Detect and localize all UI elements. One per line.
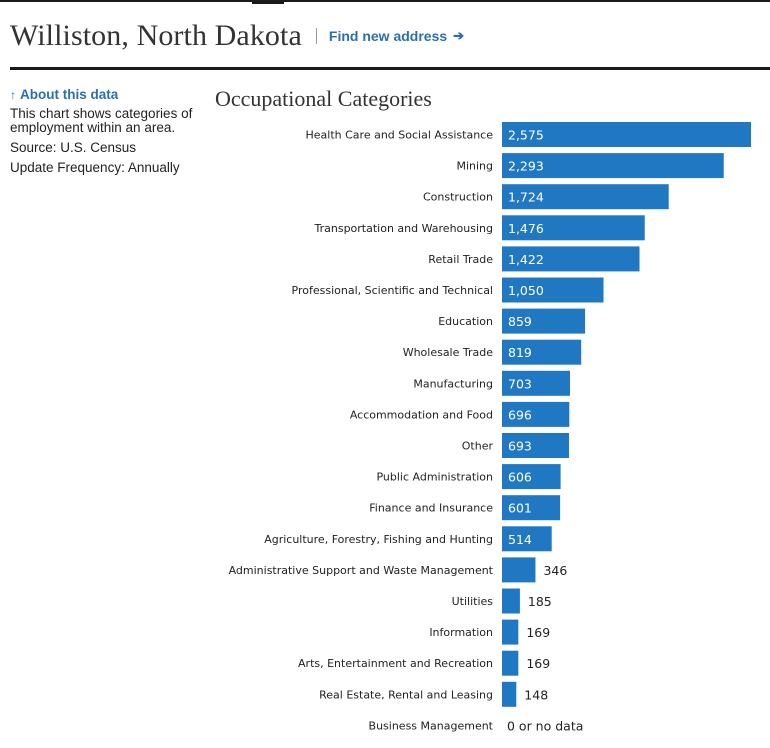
value-label: 346 — [543, 563, 567, 578]
value-label: 859 — [508, 314, 532, 329]
category-label: Utilities — [452, 595, 494, 608]
category-label: Other — [462, 440, 494, 453]
bar[interactable] — [502, 433, 570, 458]
bar[interactable] — [502, 184, 669, 210]
bar[interactable] — [502, 526, 552, 552]
category-label: Professional, Scientific and Technical — [292, 284, 493, 297]
category-label: Transportation and Warehousing — [314, 222, 494, 235]
data-description: This chart shows categories of employmen… — [10, 106, 193, 135]
bar[interactable] — [502, 495, 561, 521]
data-source: Source: U.S. Census — [10, 140, 137, 155]
bar[interactable] — [502, 370, 570, 396]
bar[interactable] — [502, 215, 645, 241]
bar[interactable] — [502, 277, 604, 303]
bar[interactable] — [502, 681, 517, 707]
bar[interactable] — [502, 619, 519, 645]
bar[interactable] — [502, 339, 582, 365]
about-this-data-label: About this data — [20, 87, 119, 102]
category-label: Arts, Entertainment and Recreation — [298, 657, 493, 670]
category-label: Retail Trade — [428, 253, 493, 266]
value-label: 1,422 — [508, 252, 544, 267]
category-label: Business Management — [369, 719, 494, 732]
bar[interactable] — [502, 588, 520, 614]
about-this-data-link[interactable]: ↑ About this data — [10, 87, 196, 102]
value-label: 1,050 — [508, 283, 544, 298]
bar[interactable] — [502, 401, 570, 427]
top-rule — [0, 0, 770, 2]
find-new-address-link[interactable]: Find new address ➔ — [329, 28, 464, 44]
update-frequency: Update Frequency: Annually — [10, 160, 180, 175]
category-label: Real Estate, Rental and Leasing — [319, 688, 493, 701]
value-label: 2,293 — [508, 159, 544, 174]
value-label: 185 — [528, 594, 552, 609]
category-label: Mining — [456, 160, 493, 173]
chart-title: Occupational Categories — [215, 86, 432, 111]
category-label: Administrative Support and Waste Managem… — [229, 564, 494, 577]
category-label: Accommodation and Food — [350, 408, 493, 421]
category-label: Public Administration — [376, 471, 493, 484]
value-label: 819 — [508, 345, 532, 360]
value-label: 514 — [508, 532, 532, 547]
value-label: 606 — [508, 470, 532, 485]
category-label: Information — [429, 626, 493, 639]
category-label: Finance and Insurance — [369, 502, 493, 515]
value-label: 169 — [526, 656, 550, 671]
value-label: 693 — [508, 439, 532, 454]
value-label: 1,724 — [508, 190, 544, 205]
top-tab-marker — [252, 0, 284, 4]
page-title: Williston, North Dakota — [10, 19, 302, 52]
bar[interactable] — [502, 650, 519, 676]
value-label: 1,476 — [508, 221, 544, 236]
value-label: 2,575 — [508, 128, 544, 143]
bar[interactable] — [502, 308, 586, 334]
category-label: Agriculture, Forestry, Fishing and Hunti… — [264, 533, 493, 546]
value-label: 169 — [526, 625, 550, 640]
category-label: Manufacturing — [413, 377, 493, 390]
header-rule — [10, 67, 770, 70]
value-label: 703 — [508, 376, 532, 391]
bar[interactable] — [502, 246, 640, 272]
header-divider — [315, 28, 317, 44]
value-label: 601 — [508, 501, 532, 516]
find-new-address-label: Find new address — [328, 28, 448, 44]
bar[interactable] — [502, 122, 751, 147]
category-label: Health Care and Social Assistance — [306, 129, 494, 142]
category-label: Construction — [423, 191, 493, 204]
category-label: Wholesale Trade — [403, 346, 494, 359]
value-label: 0 or no data — [507, 718, 583, 733]
bar[interactable] — [502, 153, 724, 179]
arrow-up-icon: ↑ — [10, 87, 16, 102]
arrow-right-icon: ➔ — [453, 28, 465, 43]
bar[interactable] — [502, 557, 536, 583]
value-label: 148 — [524, 687, 548, 702]
category-label: Education — [438, 315, 493, 328]
bar[interactable] — [502, 464, 561, 490]
value-label: 696 — [508, 407, 532, 422]
page-header: Williston, North Dakota Find new address… — [10, 14, 464, 58]
sidebar: ↑ About this data This chart shows categ… — [10, 87, 196, 181]
